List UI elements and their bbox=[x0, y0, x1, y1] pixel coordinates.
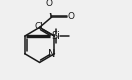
Text: Si: Si bbox=[52, 31, 61, 41]
Text: N: N bbox=[48, 49, 56, 59]
Text: O: O bbox=[45, 0, 52, 8]
Text: O: O bbox=[67, 12, 74, 21]
Text: Cl: Cl bbox=[34, 22, 43, 31]
